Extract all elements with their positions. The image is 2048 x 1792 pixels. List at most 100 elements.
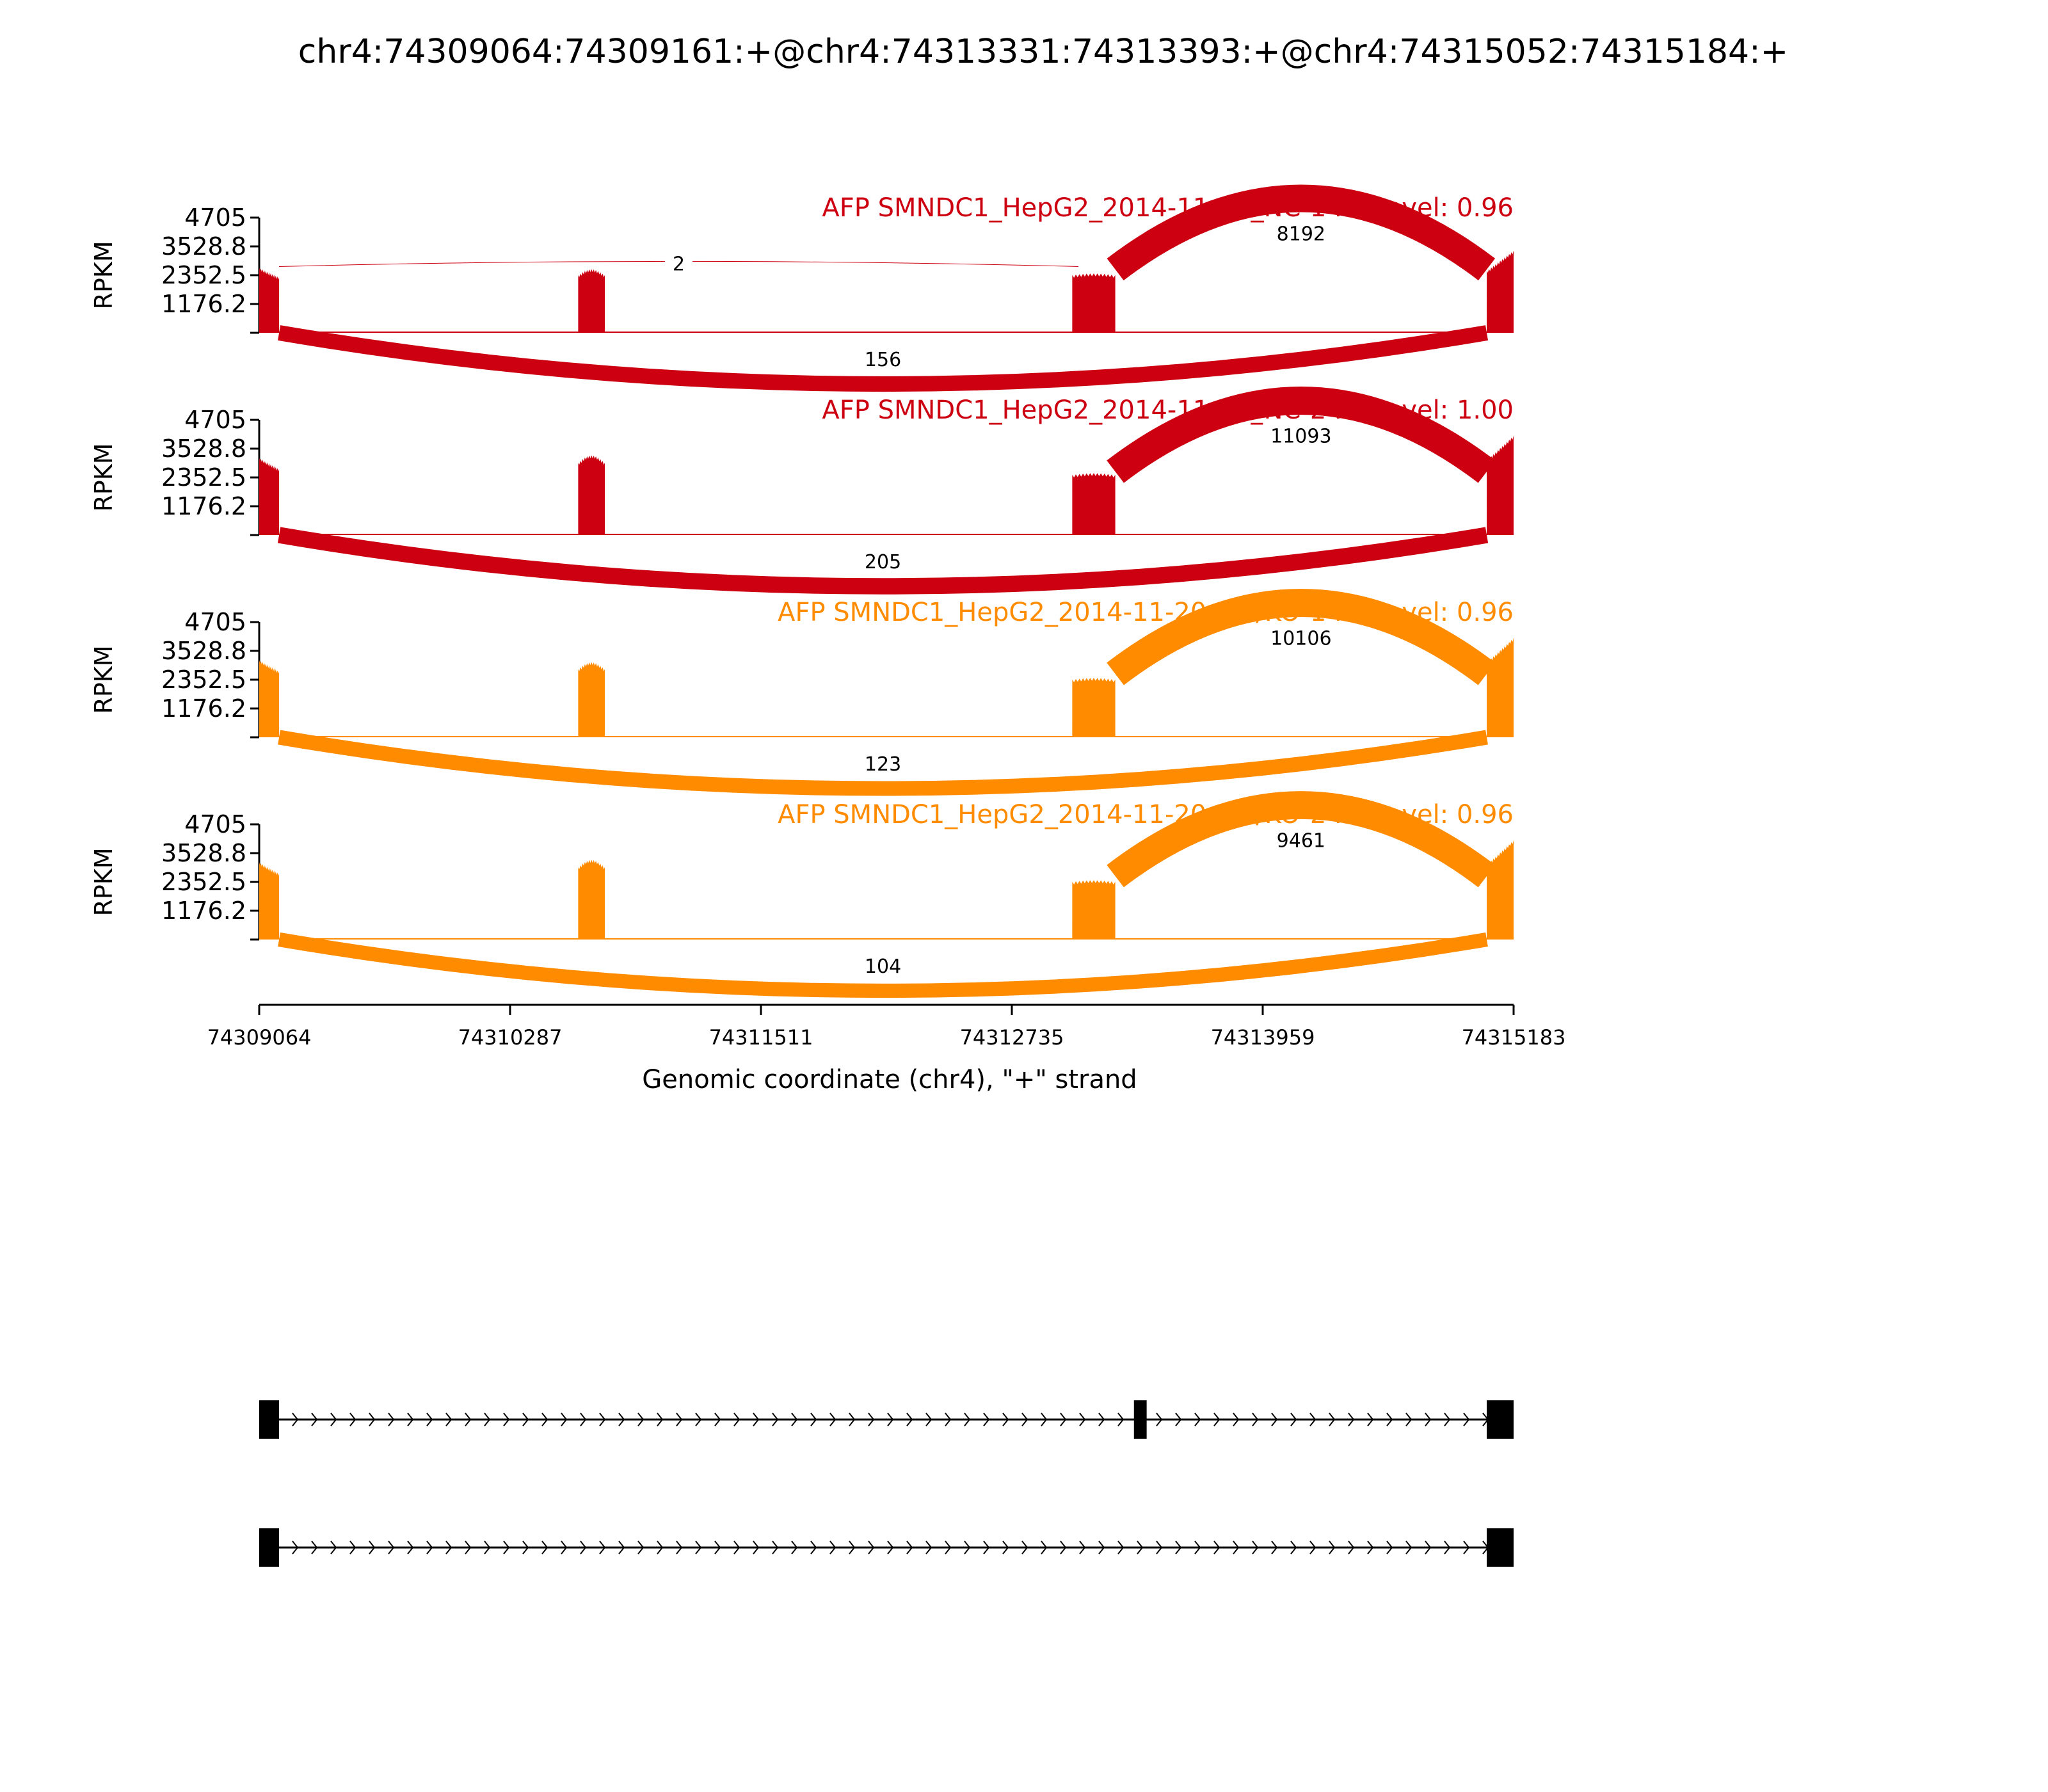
strand-arrow bbox=[1329, 1540, 1336, 1555]
strand-arrow bbox=[1386, 1540, 1393, 1555]
junction-count-label: 8192 bbox=[1277, 223, 1325, 246]
junction-label-box bbox=[857, 952, 909, 980]
junction-label-box bbox=[857, 346, 909, 374]
strand-arrow bbox=[945, 1540, 952, 1555]
coverage-exon-1 bbox=[259, 268, 280, 333]
strand-arrow bbox=[541, 1540, 548, 1555]
junction-count-label: 205 bbox=[865, 551, 901, 573]
x-axis: 74309064 74310287 74311511 74312735 74313959… bbox=[207, 1004, 1565, 1050]
strand-arrow bbox=[1021, 1540, 1028, 1555]
strand-arrow bbox=[541, 1412, 548, 1427]
isoform-2 bbox=[259, 1528, 1514, 1567]
strand-arrow bbox=[349, 1540, 356, 1555]
strand-arrow bbox=[849, 1412, 856, 1427]
strand-arrow bbox=[1290, 1412, 1297, 1427]
strand-arrow bbox=[964, 1412, 971, 1427]
strand-arrow bbox=[561, 1412, 568, 1427]
strand-arrow bbox=[733, 1540, 740, 1555]
strand-arrow bbox=[561, 1540, 568, 1555]
y-tick-label: 3528.8 bbox=[161, 232, 246, 260]
strand-arrow bbox=[945, 1412, 952, 1427]
strand-arrow bbox=[292, 1540, 299, 1555]
strand-arrow bbox=[1348, 1540, 1355, 1555]
junction-count-label: 123 bbox=[865, 753, 901, 776]
junction-count-label: 2 bbox=[673, 253, 685, 275]
y-tick-label: 2352.5 bbox=[161, 868, 246, 896]
strand-arrow bbox=[580, 1540, 587, 1555]
junction-arc bbox=[1107, 589, 1496, 685]
strand-arrow bbox=[503, 1540, 510, 1555]
junction-label-box bbox=[665, 250, 693, 278]
strand-arrow bbox=[1444, 1412, 1451, 1427]
strand-arrow bbox=[1252, 1540, 1259, 1555]
strand-arrow bbox=[695, 1412, 702, 1427]
strand-arrow bbox=[1060, 1540, 1067, 1555]
coverage-exon-1 bbox=[259, 862, 280, 940]
strand-arrow bbox=[618, 1540, 625, 1555]
coverage-exon-2 bbox=[578, 860, 605, 940]
strand-arrow bbox=[465, 1540, 472, 1555]
strand-arrow bbox=[868, 1540, 875, 1555]
exon-block bbox=[1487, 1400, 1514, 1439]
strand-arrow bbox=[637, 1412, 644, 1427]
strand-arrow bbox=[1213, 1540, 1220, 1555]
coverage-exon-2 bbox=[578, 662, 605, 737]
coverage-exon-1 bbox=[259, 660, 280, 737]
coverage-exon-4 bbox=[1487, 250, 1514, 333]
strand-arrow bbox=[925, 1412, 932, 1427]
y-tick-label: 1176.2 bbox=[161, 290, 246, 318]
y-tick-label: 1176.2 bbox=[161, 897, 246, 925]
strand-arrow bbox=[1271, 1412, 1278, 1427]
strand-arrow bbox=[676, 1540, 683, 1555]
coverage-exon-2 bbox=[578, 269, 605, 333]
strand-arrow bbox=[522, 1412, 529, 1427]
x-axis-label: Genomic coordinate (chr4), "+" strand bbox=[642, 1065, 1137, 1094]
strand-arrow bbox=[1002, 1412, 1009, 1427]
strand-arrow bbox=[1117, 1412, 1124, 1427]
strand-arrow bbox=[388, 1412, 395, 1427]
strand-arrow bbox=[369, 1540, 376, 1555]
strand-arrow bbox=[676, 1412, 683, 1427]
junction-label-box bbox=[857, 750, 909, 778]
strand-arrow bbox=[829, 1540, 836, 1555]
strand-arrow bbox=[887, 1412, 894, 1427]
strand-arrow bbox=[445, 1540, 452, 1555]
y-tick-label: 4705 bbox=[184, 204, 246, 232]
strand-arrow bbox=[1367, 1412, 1374, 1427]
strand-arrow bbox=[1021, 1412, 1028, 1427]
junction-label-box bbox=[1268, 826, 1333, 855]
coverage-exon-3 bbox=[1072, 678, 1116, 737]
strand-arrow bbox=[1041, 1540, 1048, 1555]
exon-block bbox=[259, 1400, 280, 1439]
coverage-exon-1 bbox=[259, 458, 280, 535]
strand-arrow bbox=[330, 1540, 337, 1555]
strand-arrow bbox=[1329, 1412, 1336, 1427]
strand-arrow bbox=[714, 1540, 721, 1555]
strand-arrow bbox=[1002, 1540, 1009, 1555]
junction-label-box bbox=[1263, 422, 1340, 451]
y-axis-label: RPKM bbox=[90, 847, 118, 916]
strand-arrow bbox=[1060, 1412, 1067, 1427]
strand-arrow bbox=[1233, 1412, 1240, 1427]
strand-arrow bbox=[1425, 1412, 1432, 1427]
strand-arrow bbox=[599, 1540, 606, 1555]
strand-arrow bbox=[657, 1412, 664, 1427]
x-tick-label: 74312735 bbox=[960, 1025, 1064, 1050]
strand-arrow bbox=[580, 1412, 587, 1427]
strand-arrow bbox=[311, 1540, 318, 1555]
strand-arrow bbox=[906, 1412, 913, 1427]
y-tick-label: 4705 bbox=[184, 406, 246, 434]
strand-arrow bbox=[1156, 1540, 1163, 1555]
x-tick-label: 74310287 bbox=[458, 1025, 563, 1050]
junction-count-label: 11093 bbox=[1270, 426, 1331, 448]
strand-arrow bbox=[1463, 1412, 1470, 1427]
strand-arrow bbox=[1213, 1412, 1220, 1427]
junction-label-box bbox=[1268, 220, 1333, 248]
coverage-exon-4 bbox=[1487, 637, 1514, 737]
strand-arrow bbox=[810, 1540, 817, 1555]
strand-arrow bbox=[445, 1412, 452, 1427]
